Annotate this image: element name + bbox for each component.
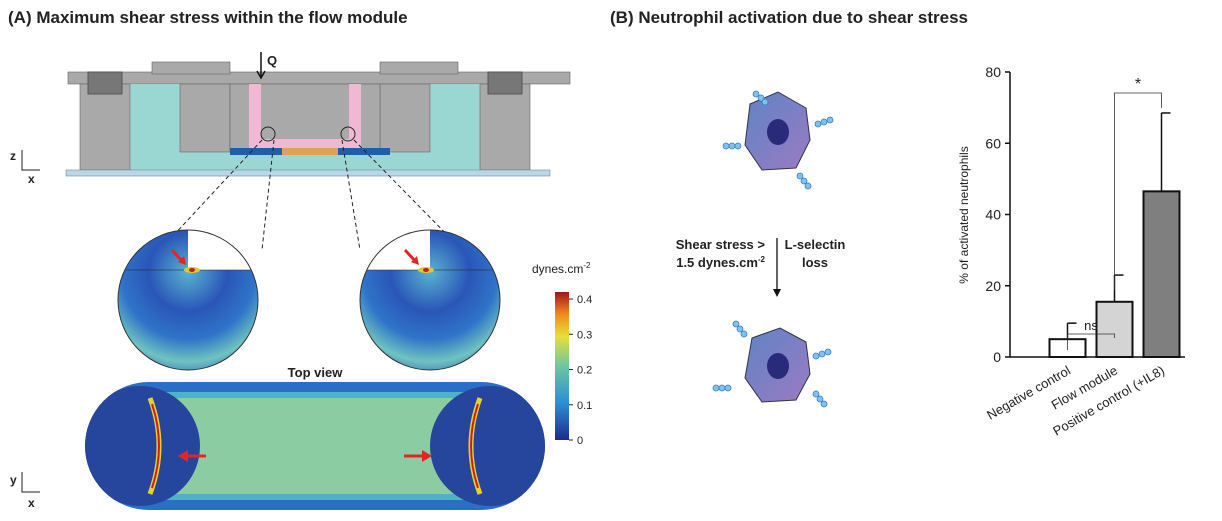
axis-label: y <box>10 473 17 487</box>
bar <box>1144 191 1180 357</box>
y-tick-label: 20 <box>985 278 1001 294</box>
y-axis-label: % of activated neutrophils <box>957 146 971 283</box>
process-arrow <box>773 238 781 297</box>
cell-before <box>723 91 833 189</box>
colorbar <box>555 292 569 440</box>
unit: dynes.cm <box>532 262 583 276</box>
zoom-right <box>360 230 500 370</box>
colorbar-tick-label: 0.2 <box>577 365 592 377</box>
y-tick-label: 80 <box>985 64 1001 80</box>
top-view <box>80 382 550 510</box>
unit-exponent: -2 <box>583 261 591 270</box>
panel-title: (A) Maximum shear stress within the flow… <box>8 8 408 27</box>
condition-text: 1.5 dynes.cm-2 <box>676 255 765 270</box>
view-title: Top view <box>288 365 344 380</box>
colorbar-tick-label: 0.4 <box>577 294 592 306</box>
y-tick-label: 40 <box>985 207 1001 223</box>
effect-text: loss <box>802 255 828 270</box>
significance-label: * <box>1135 76 1141 93</box>
axis-label: x <box>28 496 35 510</box>
axis-label: x <box>28 172 35 186</box>
axis-label: z <box>10 149 16 163</box>
figure: (A) Maximum shear stress within the flow… <box>0 0 1222 516</box>
significance-label: ns <box>1084 318 1098 333</box>
bar <box>1097 302 1133 357</box>
axes-icon <box>22 150 40 492</box>
condition-text: 1.5 dynes.cm <box>676 255 758 270</box>
cross-section <box>66 52 570 250</box>
y-tick-label: 60 <box>985 135 1001 151</box>
condition-text: Shear stress > <box>676 237 766 252</box>
effect-text: L-selectin <box>785 237 846 252</box>
colorbar-tick-label: 0.3 <box>577 329 592 341</box>
colorbar-tick-label: 0 <box>577 435 583 447</box>
panel-title: (B) Neutrophil activation due to shear s… <box>610 8 968 27</box>
flow-label: Q <box>267 53 277 68</box>
colorbar-tick-label: 0.1 <box>577 400 592 412</box>
colorbar-unit: dynes.cm-2 <box>532 261 591 276</box>
cell-after <box>713 321 831 407</box>
condition-exponent: -2 <box>758 255 766 264</box>
zoom-left <box>118 230 258 370</box>
y-tick-label: 0 <box>993 349 1001 365</box>
